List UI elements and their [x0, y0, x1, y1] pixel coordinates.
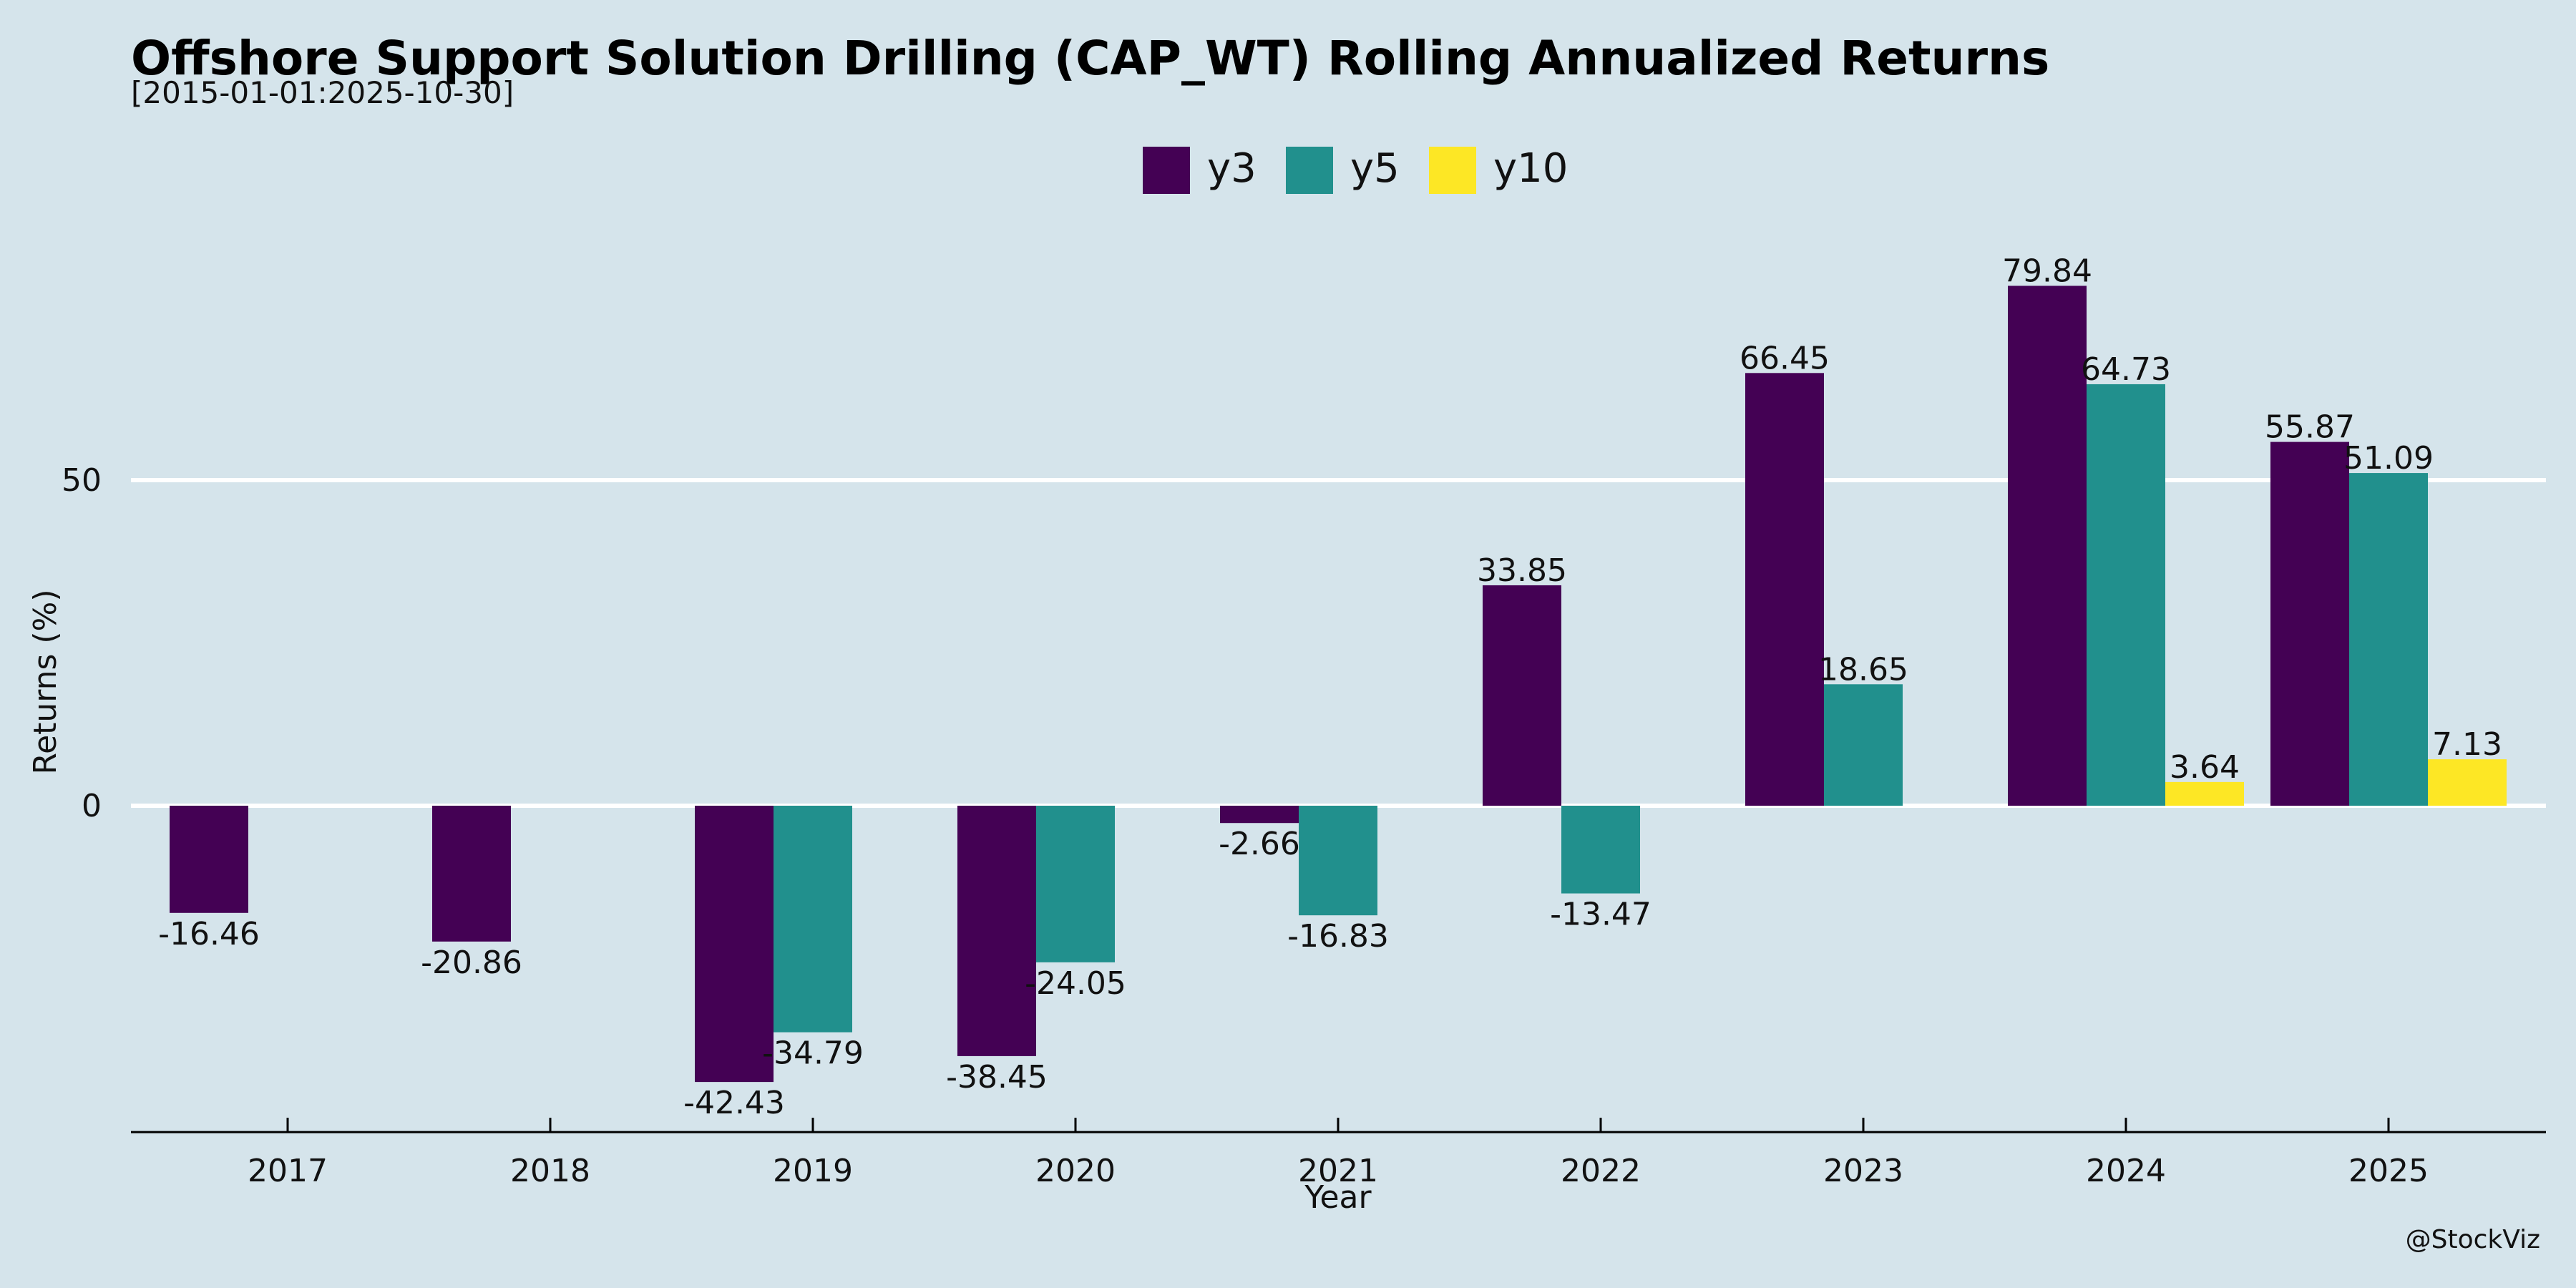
data-label-y3-2020: -38.45: [946, 1059, 1048, 1096]
bar-y5-2022: [1561, 806, 1640, 894]
data-label-y3-2021: -2.66: [1219, 826, 1300, 862]
data-label-y3-2017: -16.46: [158, 916, 260, 952]
legend-swatch-y5: [1286, 147, 1333, 194]
data-label-y3-2025: 55.87: [2265, 409, 2355, 446]
legend: y3 y5 y10: [1143, 145, 1568, 194]
y-tick-label: 0: [82, 788, 102, 824]
x-tick-label: 2018: [510, 1153, 590, 1189]
legend-label-y5: y5: [1350, 145, 1400, 192]
data-label-y5-2020: -24.05: [1025, 965, 1126, 1002]
bar-y5-2019: [774, 806, 852, 1033]
bar-y3-2020: [957, 806, 1036, 1056]
bar-y3-2024: [2008, 286, 2087, 806]
data-label-y5-2023: 18.65: [1818, 651, 1908, 688]
bar-y5-2024: [2087, 384, 2165, 806]
x-tick-label: 2020: [1035, 1153, 1116, 1189]
legend-swatch-y3: [1143, 147, 1190, 194]
bar-y10-2025: [2428, 759, 2507, 806]
data-label-y10-2024: 3.64: [2170, 749, 2240, 786]
x-axis-label: Year: [1304, 1179, 1372, 1216]
legend-label-y10: y10: [1493, 145, 1568, 192]
data-label-y3-2022: 33.85: [1477, 552, 1567, 589]
chart-subtitle: [2015-01-01:2025-10-30]: [131, 75, 514, 110]
data-labels: -16.46 -20.86 -42.43 -34.79 -38.45 -24.05 -2.6…: [158, 253, 2502, 1121]
data-label-y5-2022: -13.47: [1550, 897, 1652, 933]
x-tick-label: 2025: [2348, 1153, 2429, 1189]
legend-label-y3: y3: [1207, 145, 1257, 192]
x-tick-label: 2019: [773, 1153, 853, 1189]
bar-y3-2018: [432, 806, 511, 942]
bar-y5-2020: [1036, 806, 1115, 962]
bar-y10-2024: [2165, 781, 2244, 806]
data-label-y3-2018: -20.86: [421, 945, 522, 981]
bar-y3-2019: [695, 806, 774, 1083]
x-tick-label: 2017: [248, 1153, 328, 1189]
data-label-y10-2025: 7.13: [2432, 726, 2502, 763]
data-label-y5-2019: -34.79: [762, 1035, 864, 1072]
data-label-y3-2024: 79.84: [2002, 253, 2092, 289]
y-axis-label: Returns (%): [27, 589, 64, 774]
data-label-y5-2021: -16.83: [1287, 918, 1389, 955]
data-label-y3-2019: -42.43: [683, 1085, 785, 1121]
bar-y3-2022: [1483, 585, 1561, 806]
bar-y5-2025: [2349, 473, 2428, 806]
data-label-y5-2024: 64.73: [2081, 351, 2171, 388]
bar-y3-2021: [1220, 806, 1299, 824]
bars: [170, 286, 2507, 1083]
x-tick-label: 2024: [2086, 1153, 2166, 1189]
bar-y3-2025: [2270, 441, 2349, 806]
data-label-y5-2025: 51.09: [2343, 440, 2434, 477]
bar-y3-2017: [170, 806, 248, 913]
bar-y5-2023: [1824, 684, 1903, 806]
watermark: @StockViz: [2406, 1225, 2540, 1254]
x-tick-label: 2021: [1298, 1153, 1378, 1189]
data-label-y3-2023: 66.45: [1740, 340, 1830, 376]
y-tick-label: 50: [62, 462, 102, 499]
chart-title: Offshore Support Solution Drilling (CAP_…: [131, 31, 2049, 86]
bar-y5-2021: [1299, 806, 1377, 916]
x-tick-label: 2022: [1561, 1153, 1641, 1189]
legend-swatch-y10: [1429, 147, 1476, 194]
bar-y3-2023: [1745, 373, 1824, 806]
x-tick-label: 2023: [1823, 1153, 1903, 1189]
x-axis: 2017 2018 2019 2020 2021 2022 2023 2024 2025: [131, 1118, 2546, 1189]
